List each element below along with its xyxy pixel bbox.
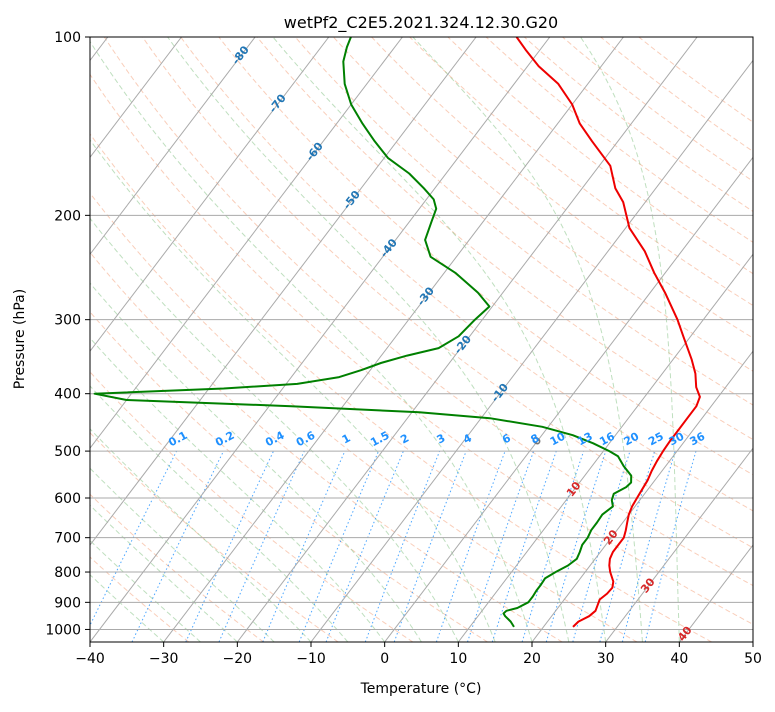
mixing-ratio-line	[546, 451, 606, 642]
mixing-ratio-line	[492, 451, 556, 642]
dry-adiabat	[0, 37, 488, 642]
isotherm-label: -80	[229, 43, 252, 67]
moist-adiabat	[0, 37, 422, 642]
mixing-ratio-label: 16	[597, 430, 617, 449]
y-tick-label: 600	[54, 491, 81, 507]
mixing-ratio-label: 2	[398, 431, 411, 446]
grid-lines	[0, 37, 775, 642]
isotherm-label: -30	[414, 284, 437, 308]
dry-adiabat	[372, 37, 775, 642]
mixing-ratio-line	[394, 451, 466, 642]
x-tick-label: 10	[449, 651, 467, 667]
mixing-ratio-label: 20	[622, 430, 642, 449]
mixing-ratio-label: 4	[461, 431, 474, 446]
moist-adiabat	[0, 37, 237, 642]
mixing-ratio-label: 30	[667, 430, 687, 449]
y-axis-label: Pressure (hPa)	[12, 289, 28, 389]
isotherm-label: -10	[489, 381, 512, 405]
y-tick-label: 200	[54, 208, 81, 224]
mixing-ratio-line	[132, 451, 224, 642]
mixing-ratio-line	[299, 451, 378, 642]
dry-adiabat	[0, 37, 338, 642]
isotherm-line	[679, 37, 775, 642]
isotherm-label: -60	[303, 140, 326, 164]
chart-title: wetPf2_C2E5.2021.324.12.30.G20	[284, 13, 558, 33]
dry-adiabat	[448, 37, 775, 642]
mixing-ratio-line	[645, 451, 696, 642]
isotherm-line	[753, 37, 775, 642]
moist-adiabat	[0, 37, 311, 642]
mixing-ratio-line	[219, 451, 304, 642]
dry-adiabat	[639, 37, 775, 642]
x-tick-label: 0	[380, 651, 389, 667]
isotherm-line	[532, 37, 775, 642]
isotherm-line	[90, 37, 550, 642]
dry-adiabat	[28, 37, 712, 642]
y-tick-label: 100	[54, 30, 81, 46]
dry-adiabat	[524, 37, 775, 642]
dewpoint-profile	[95, 37, 632, 627]
moist-adiabat	[0, 37, 458, 642]
isotherm-label: -70	[266, 91, 289, 115]
x-tick-label: 30	[597, 651, 615, 667]
x-tick-label: −20	[223, 651, 253, 667]
isotherm-line	[458, 37, 775, 642]
mixing-ratio-label: 25	[646, 430, 666, 449]
dry-adiabat	[295, 37, 775, 642]
y-tick-label: 500	[54, 444, 81, 460]
isotherm-line	[0, 37, 329, 642]
y-tick-label: 800	[54, 565, 81, 581]
x-tick-label: −40	[75, 651, 105, 667]
y-tick-label: 300	[54, 313, 81, 329]
mixing-ratio-label: 1.5	[368, 429, 391, 450]
mixing-ratio-line	[436, 451, 505, 642]
isotherm-label: 40	[675, 623, 695, 643]
moist-adiabat	[0, 37, 348, 642]
x-tick-label: 20	[523, 651, 541, 667]
x-tick-label: −30	[149, 651, 179, 667]
isotherm-line	[606, 37, 775, 642]
dry-adiabat	[181, 37, 775, 642]
y-tick-label: 400	[54, 387, 81, 403]
axes: −40 −30 −20 −10 0 10 20 30 40 50 1000 900 800 700 600 5…	[45, 30, 762, 667]
isotherm-line	[16, 37, 476, 642]
isotherm-label: 30	[638, 575, 658, 595]
moist-adiabat	[168, 37, 569, 642]
isotherm-label: -40	[377, 236, 400, 260]
x-tick-label: 40	[670, 651, 688, 667]
isotherm-line	[0, 37, 402, 642]
mixing-ratio-label: 6	[500, 431, 513, 446]
dry-adiabat	[0, 37, 562, 642]
y-tick-label: 700	[54, 531, 81, 547]
moist-adiabat	[0, 37, 385, 642]
isotherm-label: -50	[340, 188, 363, 212]
dry-adiabat	[0, 37, 413, 642]
mixing-ratio-label: 0.1	[166, 429, 189, 450]
x-tick-label: 50	[744, 651, 762, 667]
background-lines	[0, 37, 775, 642]
x-axis-label: Temperature (°C)	[360, 681, 482, 697]
mixing-ratio-label: 3	[435, 431, 448, 446]
mixing-ratio-line	[186, 451, 274, 642]
isotherm-line	[311, 37, 771, 642]
dry-adiabat	[0, 37, 189, 642]
x-tick-label: −10	[296, 651, 326, 667]
mixing-ratio-label: 36	[688, 430, 708, 449]
plot-frame	[90, 37, 753, 642]
y-tick-label: 1000	[45, 622, 81, 638]
mixing-ratio-label: 0.6	[294, 429, 318, 450]
mixing-ratio-label: 13	[575, 430, 595, 449]
isotherm-label: -20	[452, 332, 475, 356]
isotherm-line	[164, 37, 624, 642]
y-tick-label: 900	[54, 595, 81, 611]
dry-adiabat	[257, 37, 775, 642]
mixing-ratio-line	[326, 451, 403, 642]
dry-adiabat	[0, 37, 264, 642]
dry-adiabat	[486, 37, 775, 642]
